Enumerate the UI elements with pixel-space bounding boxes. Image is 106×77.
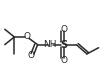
Text: O: O [24,32,31,41]
Text: O: O [60,56,67,65]
Text: O: O [28,51,35,60]
Text: NH: NH [44,40,57,49]
Text: O: O [60,25,67,34]
Text: S: S [60,40,67,50]
